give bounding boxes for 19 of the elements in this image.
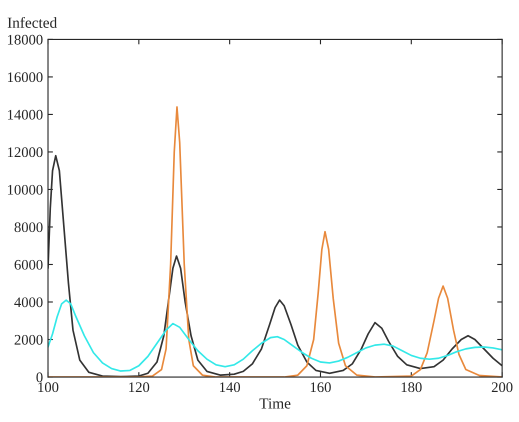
y-tick-label: 12000 (8, 147, 43, 158)
y-tick-label: 10000 (8, 184, 43, 195)
x-tick-label: 200 (492, 382, 513, 392)
y-tick-label: 18000 (8, 34, 43, 45)
y-tick-label: 16000 (8, 72, 43, 82)
x-tick-label: 180 (402, 382, 422, 392)
x-tick-label: 120 (129, 382, 150, 392)
x-tick-label: 140 (220, 382, 240, 392)
y-tick-label: 8000 (14, 222, 43, 232)
y-tick-label: 0 (36, 372, 43, 382)
y-tick-label: 4000 (14, 297, 43, 308)
x-tick-label: 100 (38, 382, 58, 392)
x-axis-title: Time (259, 398, 290, 409)
y-tick-label: 2000 (14, 334, 43, 345)
y-tick-label: 6000 (14, 260, 43, 270)
y-axis-title: Infected (8, 16, 57, 28)
x-tick-label: 160 (310, 382, 331, 392)
line-series (48, 299, 502, 372)
y-tick-label: 14000 (8, 110, 43, 120)
